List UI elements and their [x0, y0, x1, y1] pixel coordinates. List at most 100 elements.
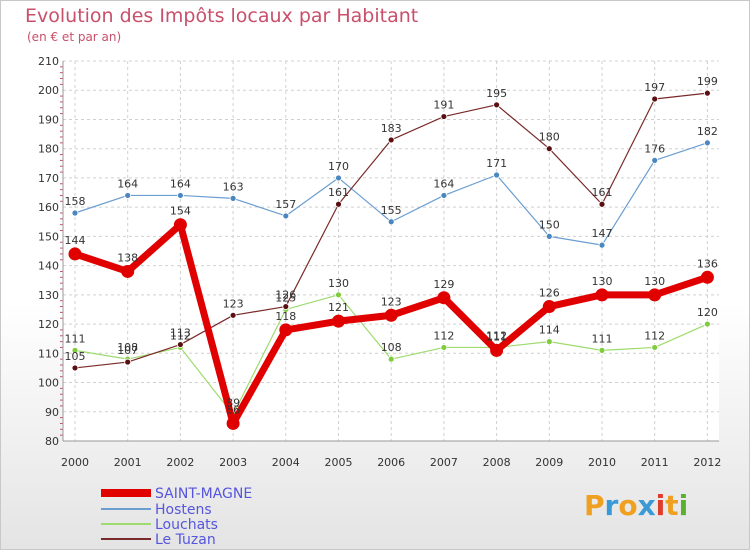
- data-label: 107: [117, 344, 138, 357]
- legend-label: Hostens: [155, 502, 212, 518]
- axis-layer: 8090100110120130140150160170180190200210…: [38, 55, 721, 469]
- data-point: [440, 192, 448, 199]
- data-point: [176, 192, 184, 199]
- x-tick-label: 2010: [588, 456, 616, 469]
- data-label: 182: [697, 125, 718, 138]
- data-label: 195: [486, 87, 507, 100]
- data-label: 164: [117, 177, 138, 190]
- data-label: 154: [170, 205, 191, 218]
- data-label: 111: [592, 332, 613, 345]
- data-label: 161: [328, 186, 349, 199]
- data-point: [648, 288, 662, 302]
- data-point: [282, 212, 290, 220]
- data-point: [124, 192, 132, 199]
- data-label: 199: [697, 75, 718, 88]
- data-label: 155: [381, 204, 402, 217]
- data-label: 130: [592, 275, 613, 288]
- data-label: 180: [539, 131, 560, 144]
- y-tick-label: 210: [38, 55, 59, 68]
- chart-title: Evolution des Impôts locaux par Habitant: [25, 5, 419, 27]
- data-label: 150: [539, 218, 560, 231]
- y-tick-label: 190: [38, 113, 59, 126]
- legend-label: SAINT-MAGNE: [155, 486, 252, 502]
- data-label: 105: [65, 350, 86, 363]
- y-tick-label: 90: [45, 406, 59, 419]
- data-point: [173, 218, 187, 232]
- grid-layer: [63, 60, 719, 442]
- data-point: [226, 416, 240, 430]
- y-tick-label: 160: [38, 201, 59, 214]
- data-point: [124, 358, 132, 366]
- data-label: 164: [170, 177, 191, 190]
- data-label: 112: [433, 329, 454, 342]
- logo-letter: i: [655, 489, 666, 522]
- chart-subtitle: (en € et par an): [27, 30, 122, 44]
- data-point: [545, 145, 553, 153]
- data-point: [71, 209, 79, 217]
- data-label: 158: [65, 195, 86, 208]
- x-tick-label: 2001: [114, 456, 142, 469]
- y-tick-label: 110: [38, 347, 59, 360]
- data-point: [598, 346, 606, 354]
- x-tick-label: 2005: [325, 456, 353, 469]
- data-label: 111: [65, 332, 86, 345]
- data-point: [493, 171, 501, 179]
- data-label: 118: [275, 310, 296, 323]
- legend-label: Le Tuzan: [155, 532, 216, 548]
- data-point: [176, 341, 184, 348]
- data-label: 86: [226, 403, 240, 416]
- data-label: 130: [644, 275, 665, 288]
- data-point: [704, 139, 711, 147]
- data-point: [651, 156, 659, 164]
- data-point: [598, 241, 606, 249]
- x-tick-label: 2003: [219, 456, 247, 469]
- data-label: 161: [592, 186, 613, 199]
- y-tick-label: 200: [38, 84, 59, 97]
- data-label: 147: [592, 227, 613, 240]
- data-point: [598, 200, 606, 208]
- data-label: 123: [223, 297, 244, 310]
- y-tick-label: 180: [38, 143, 59, 156]
- data-point: [335, 174, 342, 182]
- data-label: 108: [381, 341, 402, 354]
- x-tick-label: 2007: [430, 456, 458, 469]
- data-point: [335, 200, 342, 208]
- data-label: 123: [381, 295, 402, 308]
- data-point: [387, 136, 395, 144]
- data-label: 129: [433, 278, 454, 291]
- data-label: 176: [644, 142, 665, 155]
- x-tick-label: 2002: [166, 456, 194, 469]
- y-tick-label: 140: [38, 260, 59, 273]
- data-point: [490, 343, 504, 357]
- x-tick-label: 2009: [535, 456, 563, 469]
- x-tick-label: 2006: [377, 456, 405, 469]
- data-point: [335, 291, 342, 299]
- data-point: [229, 311, 237, 319]
- data-point: [651, 95, 659, 103]
- y-tick-label: 120: [38, 318, 59, 331]
- data-label: 121: [328, 301, 349, 314]
- data-label: 197: [644, 81, 665, 94]
- x-tick-label: 2011: [641, 456, 669, 469]
- data-point: [542, 300, 556, 314]
- data-point: [545, 232, 553, 240]
- y-tick-label: 100: [38, 377, 59, 390]
- data-label: 126: [275, 289, 296, 302]
- data-label: 191: [433, 99, 454, 112]
- data-point: [440, 113, 448, 120]
- x-tick-label: 2004: [272, 456, 300, 469]
- data-point: [282, 303, 290, 310]
- data-label: 170: [328, 160, 349, 173]
- data-point: [595, 288, 609, 302]
- data-point: [384, 308, 398, 322]
- data-label: 125: [275, 291, 296, 304]
- data-label: 114: [539, 324, 560, 337]
- data-point: [440, 344, 448, 351]
- data-point: [545, 338, 553, 346]
- x-tick-label: 2000: [61, 456, 89, 469]
- data-label: 112: [644, 329, 665, 342]
- data-label: 164: [433, 177, 454, 190]
- data-label: 113: [170, 327, 191, 340]
